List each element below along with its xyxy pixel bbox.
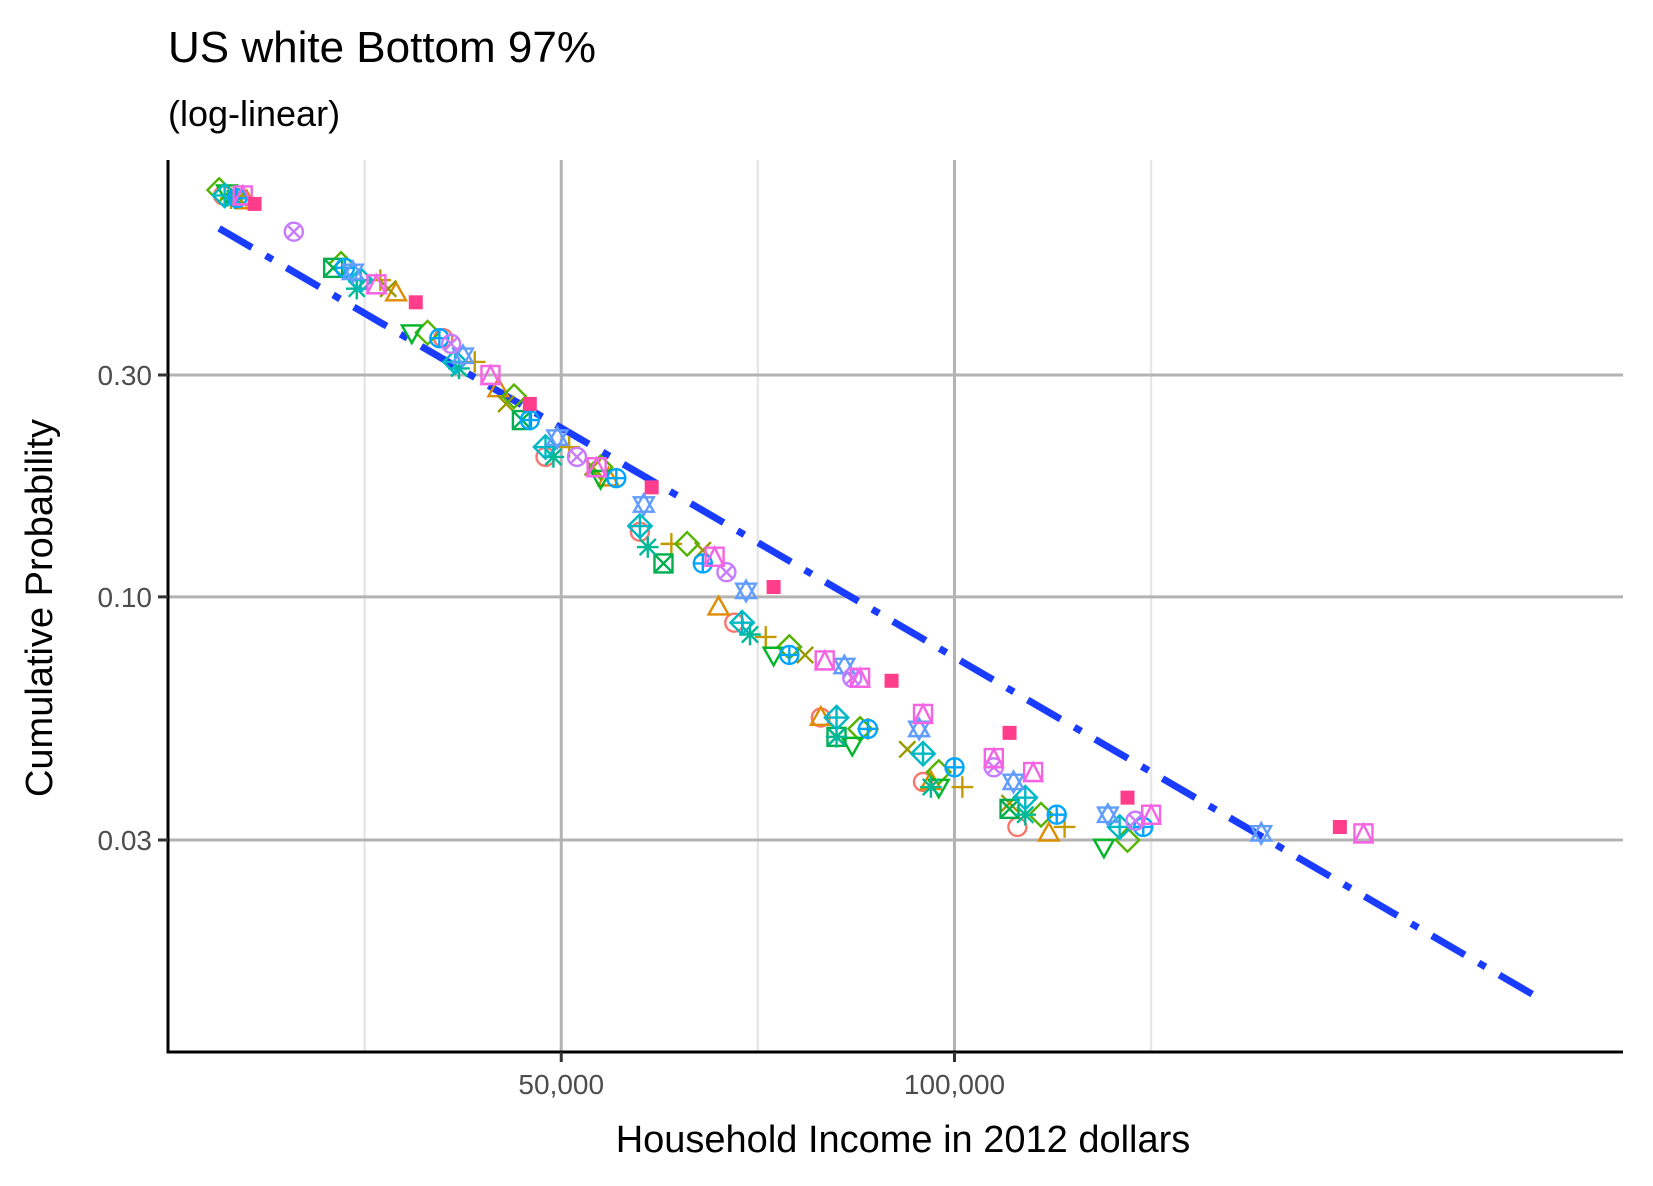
data-point bbox=[566, 446, 588, 468]
data-point bbox=[660, 533, 683, 555]
data-point bbox=[1046, 804, 1067, 825]
data-point bbox=[706, 594, 731, 616]
data-point bbox=[1120, 790, 1135, 805]
data-point bbox=[636, 536, 659, 558]
data-point bbox=[497, 394, 516, 413]
data-point bbox=[1091, 838, 1116, 860]
data-point bbox=[1001, 769, 1026, 795]
data-point bbox=[1332, 819, 1347, 834]
data-point bbox=[703, 545, 726, 567]
data-point bbox=[909, 740, 937, 768]
data-point bbox=[522, 396, 537, 411]
y-axis-title: Cumulative Probability bbox=[19, 419, 61, 797]
data-point bbox=[606, 467, 627, 489]
data-point bbox=[779, 644, 800, 666]
data-point bbox=[754, 626, 777, 648]
data-point bbox=[734, 578, 759, 604]
x-tick-label: 100,000 bbox=[904, 1069, 1005, 1100]
x-tick-label: 50,000 bbox=[518, 1069, 604, 1100]
data-point bbox=[1140, 803, 1163, 825]
chart-title: US white Bottom 97% bbox=[168, 23, 596, 72]
x-axis-title: Household Income in 2012 dollars bbox=[616, 1119, 1191, 1161]
data-point bbox=[920, 776, 942, 798]
data-point bbox=[912, 702, 934, 725]
axes bbox=[158, 160, 1623, 1062]
data-point bbox=[944, 757, 965, 778]
data-point bbox=[450, 342, 475, 369]
data-point bbox=[1249, 820, 1274, 847]
data-point bbox=[588, 469, 613, 491]
data-point bbox=[1095, 801, 1120, 828]
data-point bbox=[283, 221, 305, 242]
data-point bbox=[1036, 820, 1061, 842]
data-point bbox=[857, 718, 879, 740]
data-point bbox=[631, 491, 656, 518]
data-point bbox=[365, 272, 388, 295]
data-point bbox=[440, 333, 462, 355]
data-point bbox=[231, 183, 254, 206]
data-point bbox=[982, 746, 1005, 769]
data-point bbox=[813, 648, 836, 671]
data-point bbox=[653, 553, 674, 574]
data-point bbox=[247, 196, 262, 211]
data-point bbox=[1007, 816, 1028, 838]
data-point bbox=[1352, 821, 1375, 844]
data-point bbox=[1022, 760, 1045, 783]
data-point bbox=[884, 673, 899, 688]
tick-labels: 50,000 100,000 0.03 0.10 0.30 bbox=[98, 360, 1006, 1100]
data-point bbox=[673, 530, 701, 558]
data-point bbox=[1002, 725, 1017, 740]
y-tick-label: 0.30 bbox=[98, 360, 153, 391]
data-point bbox=[585, 455, 608, 478]
data-point bbox=[519, 409, 540, 431]
data-point bbox=[626, 512, 654, 540]
data-point bbox=[1011, 784, 1039, 812]
data-point bbox=[340, 259, 365, 285]
data-point bbox=[692, 553, 714, 574]
fit-line bbox=[217, 225, 1547, 1005]
data-point bbox=[907, 716, 932, 742]
chart-subtitle: (log-linear) bbox=[168, 93, 340, 134]
data-point bbox=[399, 324, 424, 346]
grid bbox=[168, 160, 1623, 1052]
data-point bbox=[479, 363, 502, 386]
data-point bbox=[823, 704, 850, 731]
data-point bbox=[408, 295, 423, 310]
data-point bbox=[644, 480, 659, 495]
data-point bbox=[951, 776, 974, 798]
fit-line-layer bbox=[217, 225, 1547, 1005]
data-point bbox=[840, 736, 865, 758]
data-point bbox=[716, 561, 737, 583]
data-point bbox=[849, 666, 872, 688]
data-points bbox=[205, 176, 1375, 860]
data-point bbox=[384, 280, 409, 302]
data-point bbox=[500, 382, 528, 410]
y-tick-label: 0.03 bbox=[98, 825, 153, 856]
data-point bbox=[766, 580, 781, 595]
y-tick-label: 0.10 bbox=[98, 582, 153, 613]
data-point bbox=[761, 646, 786, 668]
data-point bbox=[545, 424, 570, 451]
data-point bbox=[728, 609, 756, 637]
